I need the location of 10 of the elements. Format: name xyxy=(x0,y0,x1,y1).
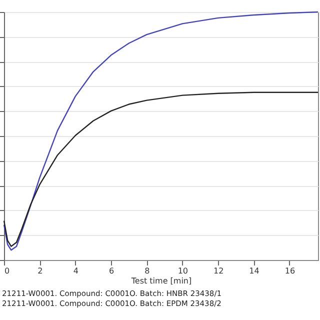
x-tick-label: 0 xyxy=(4,266,10,276)
x-tick-label: 16 xyxy=(284,266,296,276)
x-tick-label: 4 xyxy=(73,266,78,276)
x-tick-label: 2 xyxy=(38,266,43,276)
x-tick-label: 12 xyxy=(213,266,224,276)
x-axis-title: Test time [min] xyxy=(130,276,192,286)
x-tick-label: 14 xyxy=(249,266,260,276)
x-tick-label: 8 xyxy=(144,266,150,276)
x-tick-label: 10 xyxy=(178,266,188,276)
x-tick-label: 6 xyxy=(109,266,114,276)
